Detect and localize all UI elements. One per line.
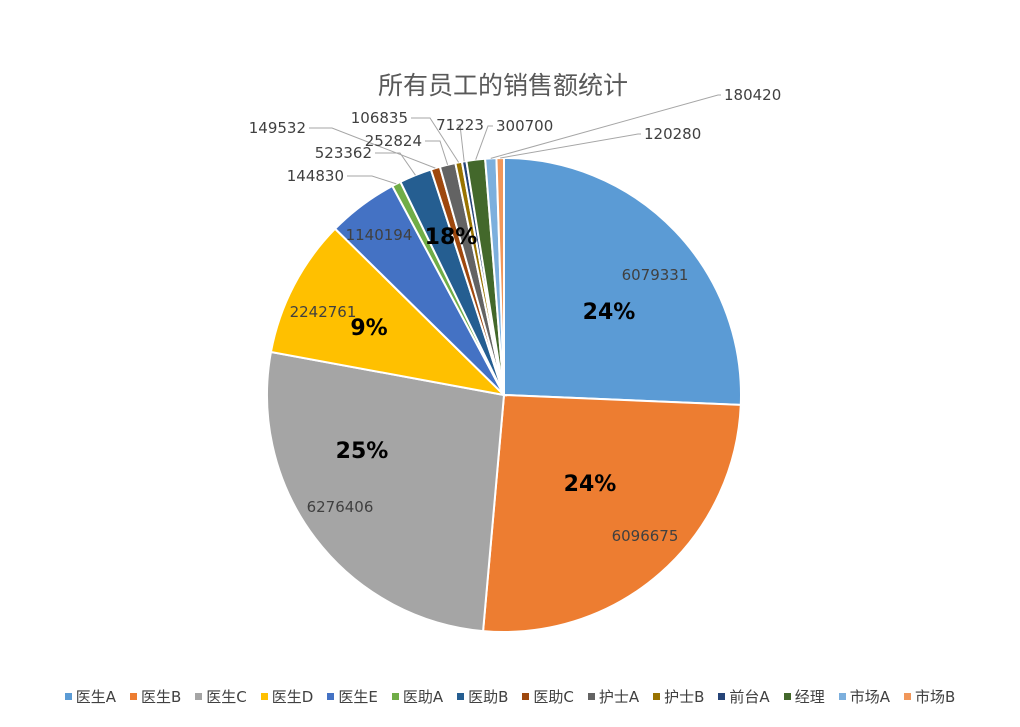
slice-医生c [266, 350, 506, 633]
percent-label: 9% [350, 316, 387, 341]
leader-line [490, 94, 721, 159]
legend-label: 护士B [664, 688, 705, 706]
legend-label: 医生E [338, 688, 378, 706]
value-label: 106835 [351, 109, 408, 127]
legend-item: 医助A [391, 686, 444, 707]
legend-swatch [838, 693, 846, 700]
leader-line [500, 133, 641, 159]
legend-swatch [653, 693, 661, 700]
legend-label: 医助B [468, 688, 509, 706]
legend-label: 医助C [533, 688, 574, 706]
legend-item: 前台A [718, 686, 770, 707]
value-label: 149532 [249, 119, 306, 137]
slice-医生d [269, 227, 508, 397]
value-label: 1140194 [346, 226, 413, 244]
legend-swatch [783, 693, 791, 700]
percent-label: 18% [425, 225, 478, 250]
legend-item: 护士A [587, 686, 640, 707]
legend-label: 市场A [849, 688, 890, 706]
legend-label: 医生D [271, 688, 314, 706]
legend-swatch [718, 693, 726, 700]
percent-label: 25% [336, 439, 389, 464]
legend-item: 医生C [195, 686, 247, 707]
slice-医生b [481, 393, 742, 633]
legend-item: 医助B [457, 686, 508, 707]
legend-swatch [129, 693, 137, 700]
leader-line [309, 127, 436, 169]
value-label: 6276406 [307, 498, 374, 516]
legend-swatch [260, 693, 268, 700]
leader-line [375, 152, 416, 176]
leader-line [425, 140, 449, 165]
legend-label: 医生C [206, 688, 247, 706]
legend-item: 护士B [653, 686, 704, 707]
value-label: 6096675 [612, 527, 679, 545]
legend-swatch [587, 693, 595, 700]
leader-lines [309, 94, 721, 185]
value-label: 120280 [644, 125, 701, 143]
legend-swatch [391, 693, 399, 700]
value-label: 180420 [724, 86, 781, 104]
percent-label: 24% [583, 300, 636, 325]
leader-line [411, 117, 460, 163]
legend-item: 市场B [903, 686, 956, 707]
value-label: 300700 [496, 117, 553, 135]
value-label: 2242761 [290, 303, 357, 321]
legend-item: 医生D [260, 686, 314, 707]
percent-label: 24% [564, 472, 617, 497]
value-label: 144830 [287, 167, 344, 185]
value-label: 523362 [315, 144, 372, 162]
legend-swatch [64, 693, 72, 700]
legend-item: 医生E [327, 686, 378, 707]
chart-title: 所有员工的销售额统计 [378, 71, 628, 100]
value-label: 252824 [365, 132, 422, 150]
legend-item: 医助C [522, 686, 574, 707]
legend-label: 医生A [75, 688, 116, 706]
chart-legend: 医生A 医生B 医生C 医生D 医生E 医助A 医助B 医助C 护士A 护士B 前台A 经理 市场A 市场… [0, 686, 1020, 707]
legend-label: 经理 [794, 688, 825, 706]
legend-swatch [522, 693, 530, 700]
value-label: 6079331 [622, 266, 689, 284]
legend-label: 医助A [402, 688, 444, 706]
slice-市场b [495, 156, 505, 396]
leader-line [457, 124, 465, 162]
legend-label: 前台A [729, 688, 770, 706]
legend-label: 市场B [914, 688, 956, 706]
pie-slices [266, 156, 742, 633]
value-label: 71223 [436, 116, 484, 134]
legend-swatch [327, 693, 335, 700]
leader-line [347, 175, 397, 185]
legend-label: 医生B [140, 688, 182, 706]
legend-swatch [195, 693, 203, 700]
legend-item: 医生B [129, 686, 182, 707]
slice-医生a [503, 156, 742, 406]
legend-item: 市场A [838, 686, 890, 707]
legend-item: 经理 [783, 686, 825, 707]
leader-line [475, 125, 493, 160]
legend-swatch [457, 693, 465, 700]
legend-label: 护士A [598, 688, 640, 706]
legend-swatch [903, 693, 911, 700]
legend-item: 医生A [64, 686, 116, 707]
